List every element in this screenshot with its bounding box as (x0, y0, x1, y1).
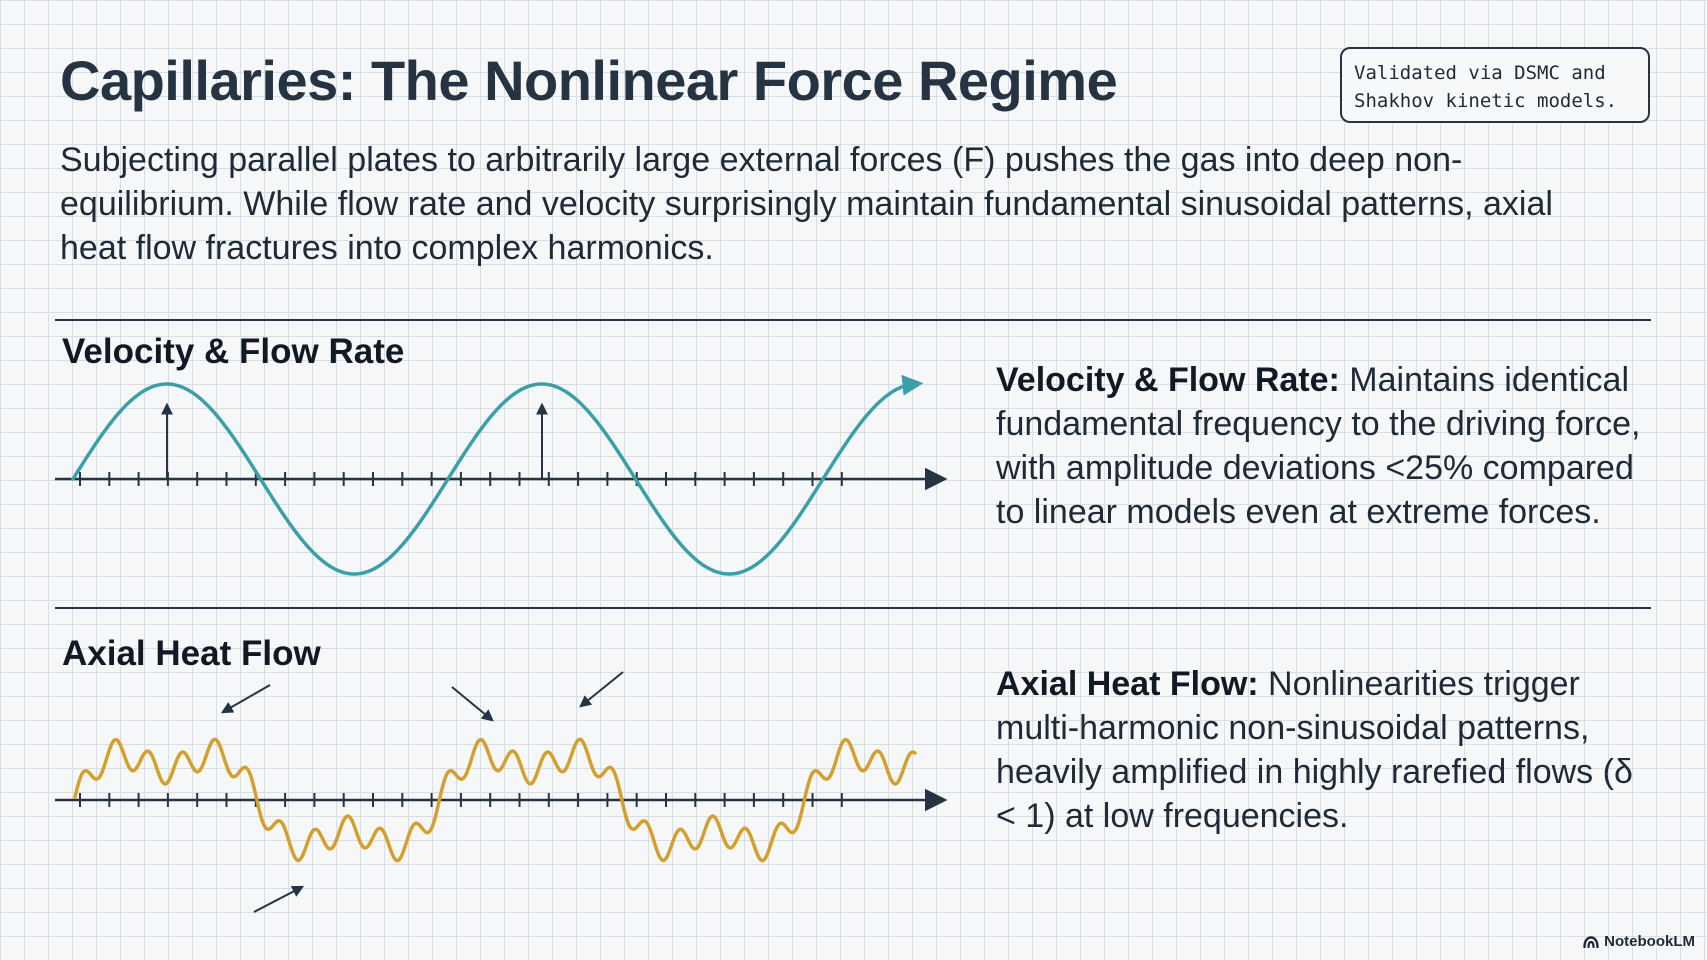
validation-note-line-2: Shakhov kinetic models. (1354, 90, 1618, 112)
velocity-description: Velocity & Flow Rate: Maintains identica… (996, 358, 1656, 534)
heat-flow-section-label: Axial Heat Flow (62, 634, 321, 673)
velocity-waveform-plot (55, 374, 948, 576)
velocity-section-label: Velocity & Flow Rate (62, 332, 405, 371)
brand-name: NotebookLM (1604, 933, 1695, 950)
velocity-waveform-curve (71, 374, 924, 576)
validation-note-line-1: Validated via DSMC and (1354, 62, 1606, 84)
section-divider-middle (55, 607, 1651, 609)
notebooklm-logo-icon (1583, 935, 1599, 948)
harmonic-arrow-4 (253, 885, 305, 913)
velocity-description-text: Maintains identical fundamental frequenc… (996, 361, 1641, 531)
heat-flow-waveform-plot (55, 671, 948, 913)
section-divider-top (55, 319, 1651, 321)
heat-flow-description-text: Nonlinearities trigger multi-harmonic no… (996, 665, 1633, 835)
harmonic-arrow-2 (451, 686, 494, 722)
harmonic-arrow-1 (220, 684, 271, 714)
velocity-axis-ticks (79, 472, 843, 486)
velocity-description-heading: Velocity & Flow Rate: (996, 361, 1340, 399)
page-title: Capillaries: The Nonlinear Force Regime (60, 49, 1118, 112)
heat-flow-description-heading: Axial Heat Flow: (996, 665, 1259, 703)
heat-flow-waveform-curve (73, 737, 917, 863)
harmonic-arrow-3 (579, 671, 624, 708)
intro-paragraph: Subjecting parallel plates to arbitraril… (60, 141, 1553, 267)
validation-note: Validated via DSMC and Shakhov kinetic m… (1340, 47, 1650, 123)
heat-flow-description: Axial Heat Flow: Nonlinearities trigger … (996, 662, 1656, 838)
notebooklm-branding: NotebookLM (1583, 933, 1695, 950)
